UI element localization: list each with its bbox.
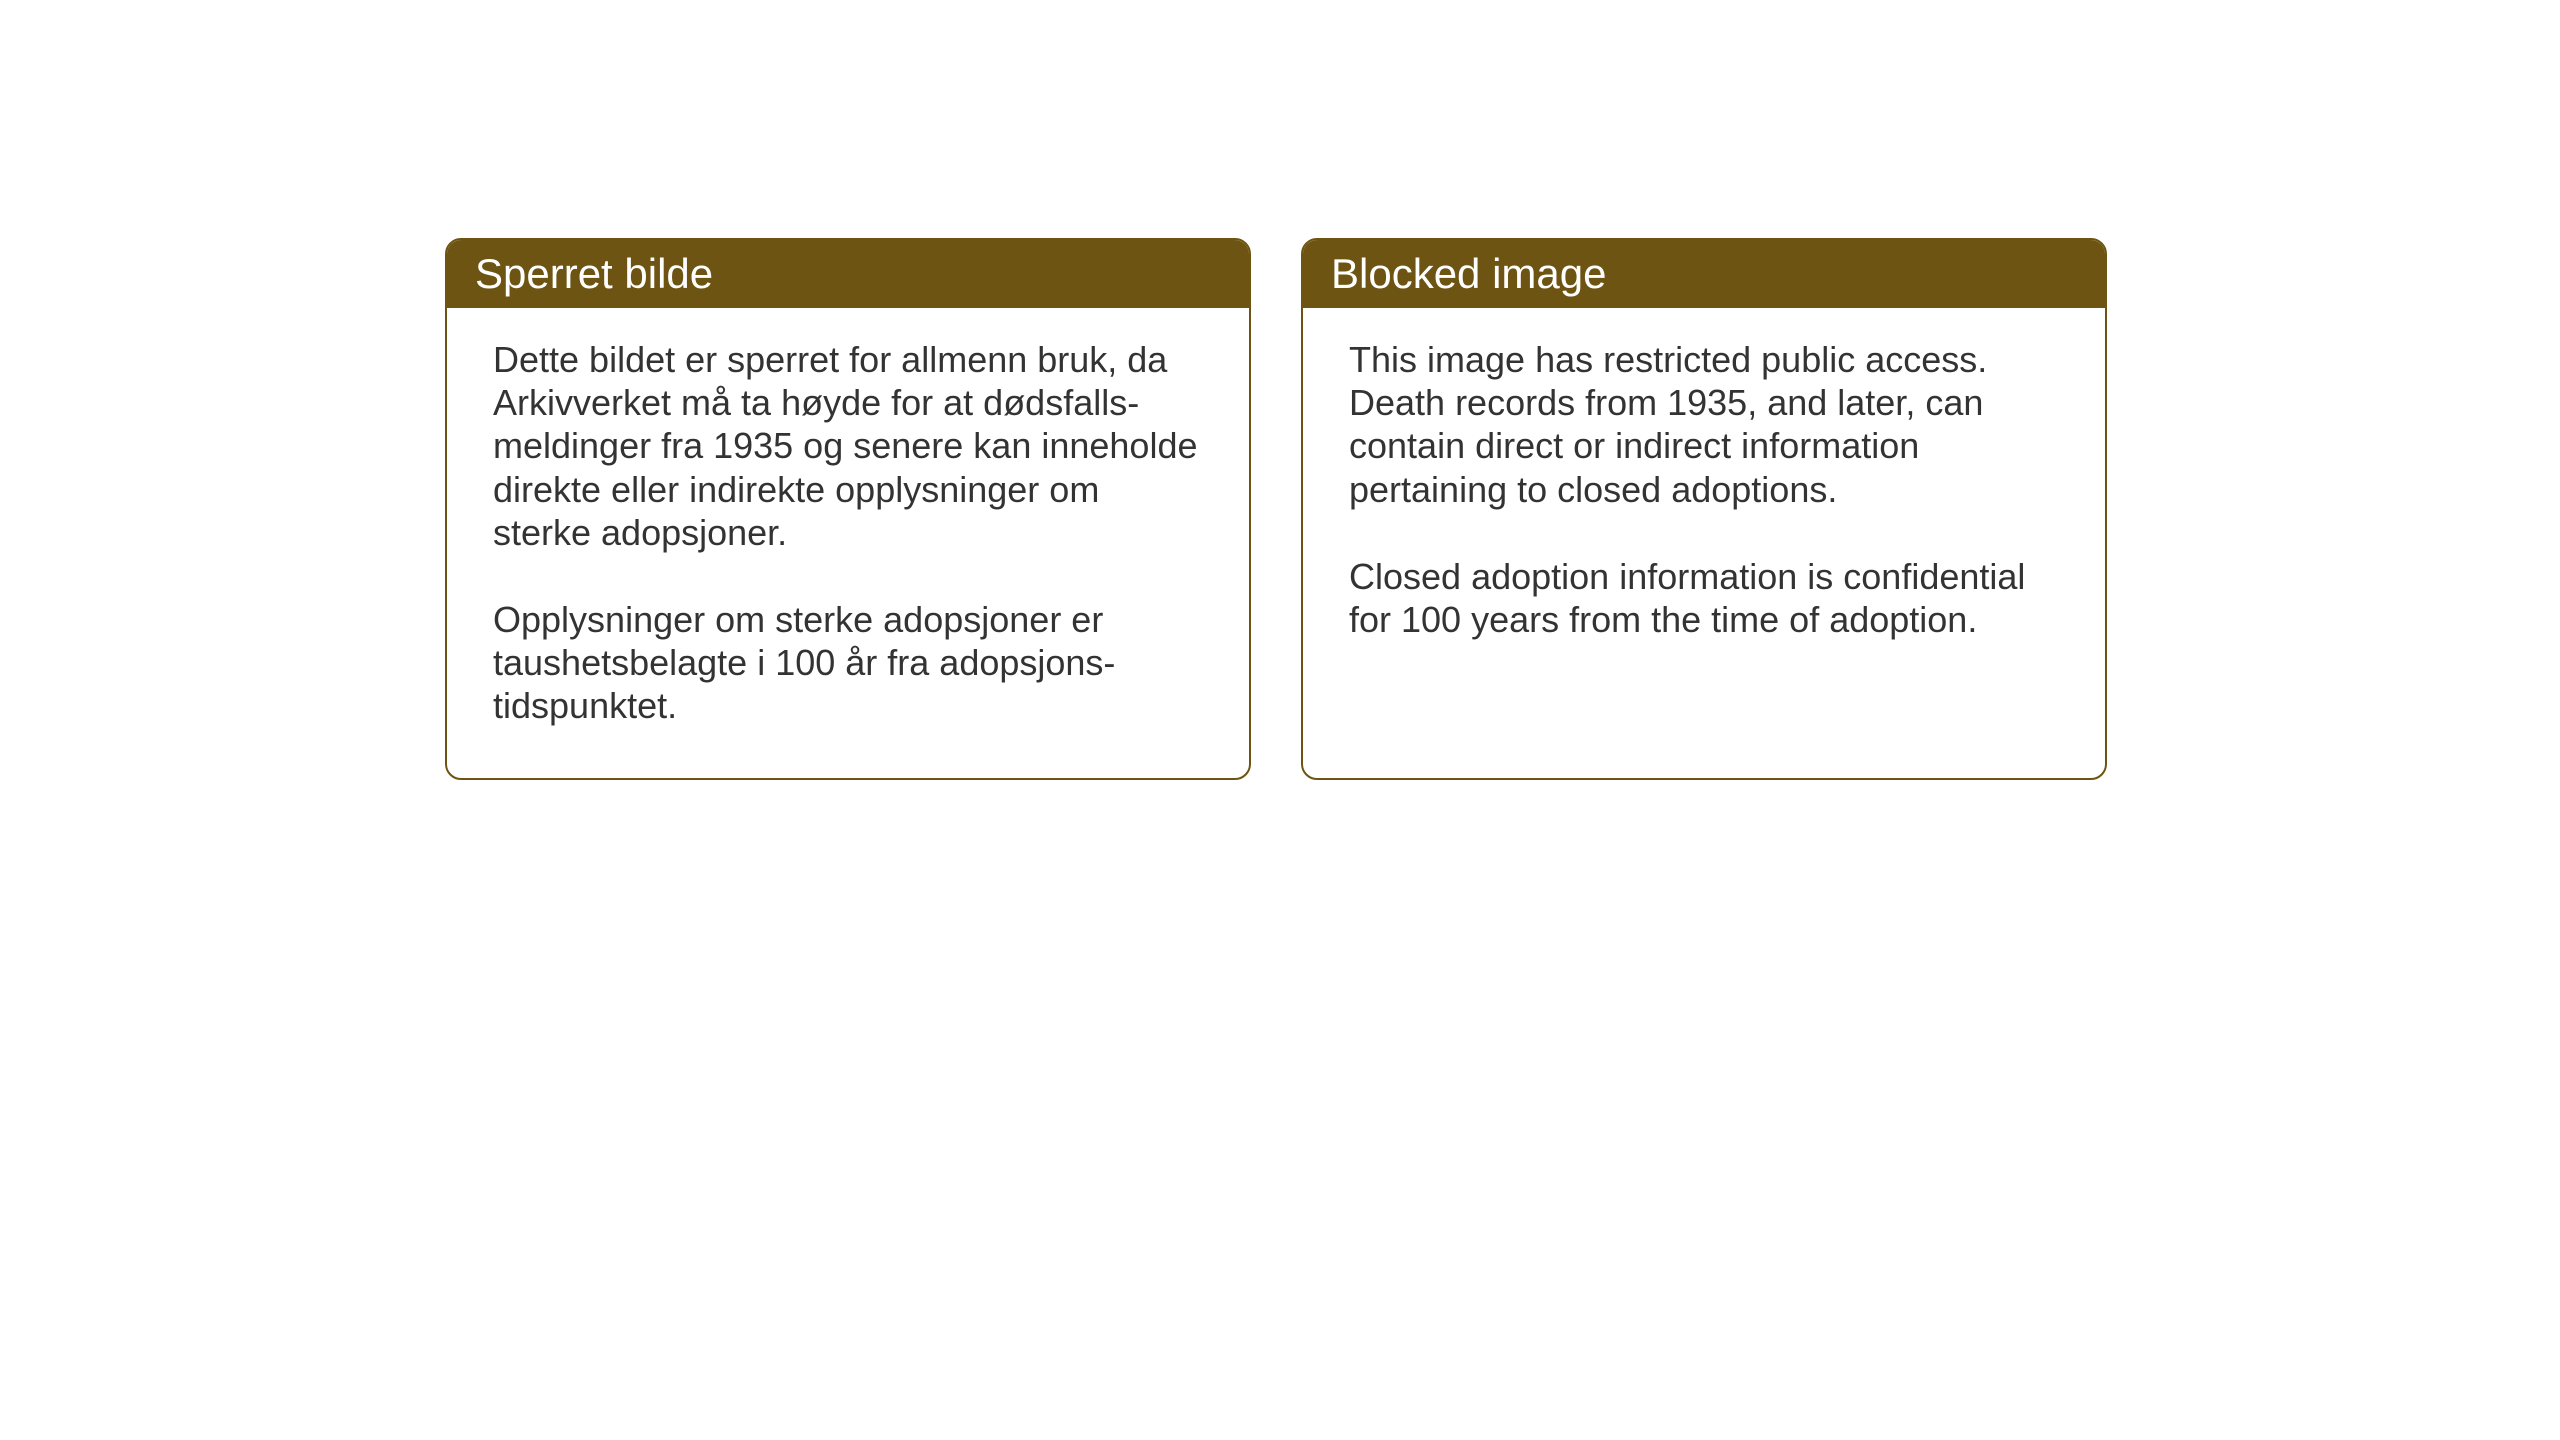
english-paragraph-2: Closed adoption information is confident… [1349, 555, 2059, 641]
norwegian-card-body: Dette bildet er sperret for allmenn bruk… [447, 308, 1249, 778]
english-card-body: This image has restricted public access.… [1303, 308, 2105, 691]
norwegian-paragraph-1: Dette bildet er sperret for allmenn bruk… [493, 338, 1203, 554]
notice-cards-container: Sperret bilde Dette bildet er sperret fo… [445, 238, 2107, 780]
norwegian-card-title: Sperret bilde [447, 240, 1249, 308]
norwegian-paragraph-2: Opplysninger om sterke adopsjoner er tau… [493, 598, 1203, 728]
english-notice-card: Blocked image This image has restricted … [1301, 238, 2107, 780]
english-card-title: Blocked image [1303, 240, 2105, 308]
english-paragraph-1: This image has restricted public access.… [1349, 338, 2059, 511]
norwegian-notice-card: Sperret bilde Dette bildet er sperret fo… [445, 238, 1251, 780]
